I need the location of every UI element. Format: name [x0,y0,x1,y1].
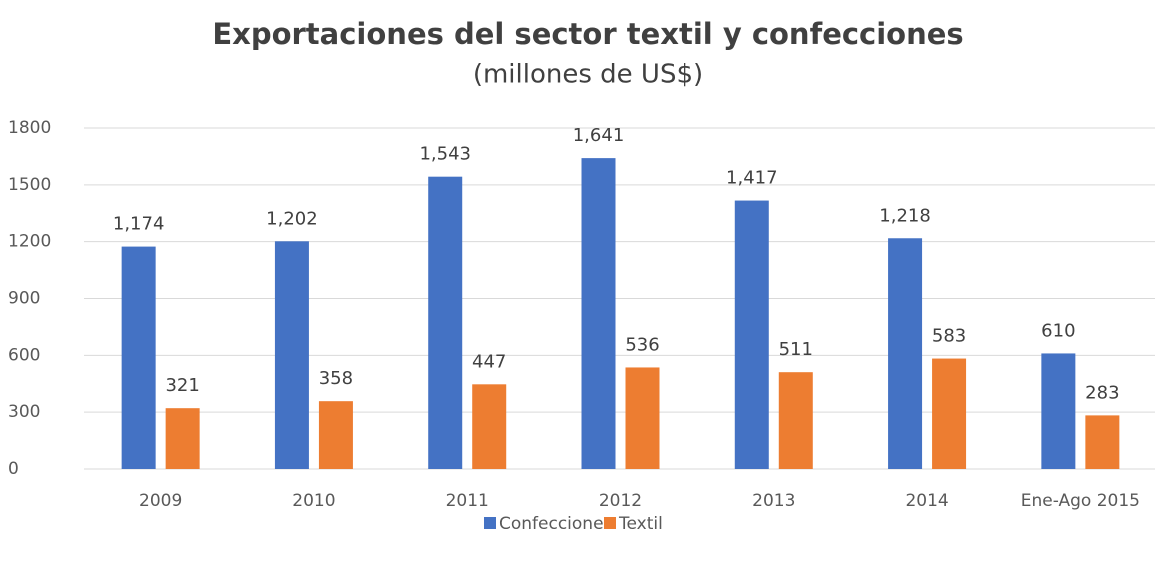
data-label: 1,174 [113,214,165,235]
y-tick-label: 1200 [8,232,51,252]
x-tick-label: 2010 [292,491,335,511]
chart-title: Exportaciones del sector textil y confec… [212,17,963,51]
bar [778,372,813,469]
chart-subtitle: (millones de US$) [473,60,703,90]
data-label: 321 [165,375,199,396]
data-label: 1,641 [573,125,625,146]
x-tick-label: 2012 [599,491,642,511]
x-tick-label: 2014 [905,491,948,511]
bar [1041,353,1076,469]
y-tick-label: 0 [8,459,19,479]
data-label: 283 [1085,382,1119,403]
data-label: 536 [625,334,659,355]
y-tick-label: 600 [8,345,40,365]
legend-swatch [604,517,616,529]
y-tick-label: 900 [8,289,40,309]
x-tick-label: Ene-Ago 2015 [1021,491,1140,511]
bar [625,367,660,469]
bar [165,408,200,469]
bar [888,238,923,469]
y-tick-label: 300 [8,402,40,422]
data-label: 1,543 [419,144,471,165]
x-tick-label: 2011 [446,491,489,511]
bar [121,246,156,469]
data-label: 610 [1041,320,1075,341]
legend-label: Confecciones [499,514,613,534]
bar [734,200,769,469]
data-label: 447 [472,351,506,372]
bar [428,176,463,469]
bar [274,241,309,469]
legend-label: Textil [618,514,663,534]
y-tick-label: 1500 [8,175,51,195]
data-label: 358 [319,368,353,389]
bar [932,358,967,469]
bar [472,384,507,469]
data-label: 583 [932,326,966,347]
x-tick-label: 2009 [139,491,182,511]
bar [318,401,353,469]
data-label: 1,218 [879,205,931,226]
data-label: 1,417 [726,168,778,189]
data-label: 511 [779,339,813,360]
bar [581,158,616,469]
x-tick-label: 2013 [752,491,795,511]
data-label: 1,202 [266,208,318,229]
legend-swatch [484,517,496,529]
y-tick-label: 1800 [8,118,51,138]
bar [1085,415,1120,469]
